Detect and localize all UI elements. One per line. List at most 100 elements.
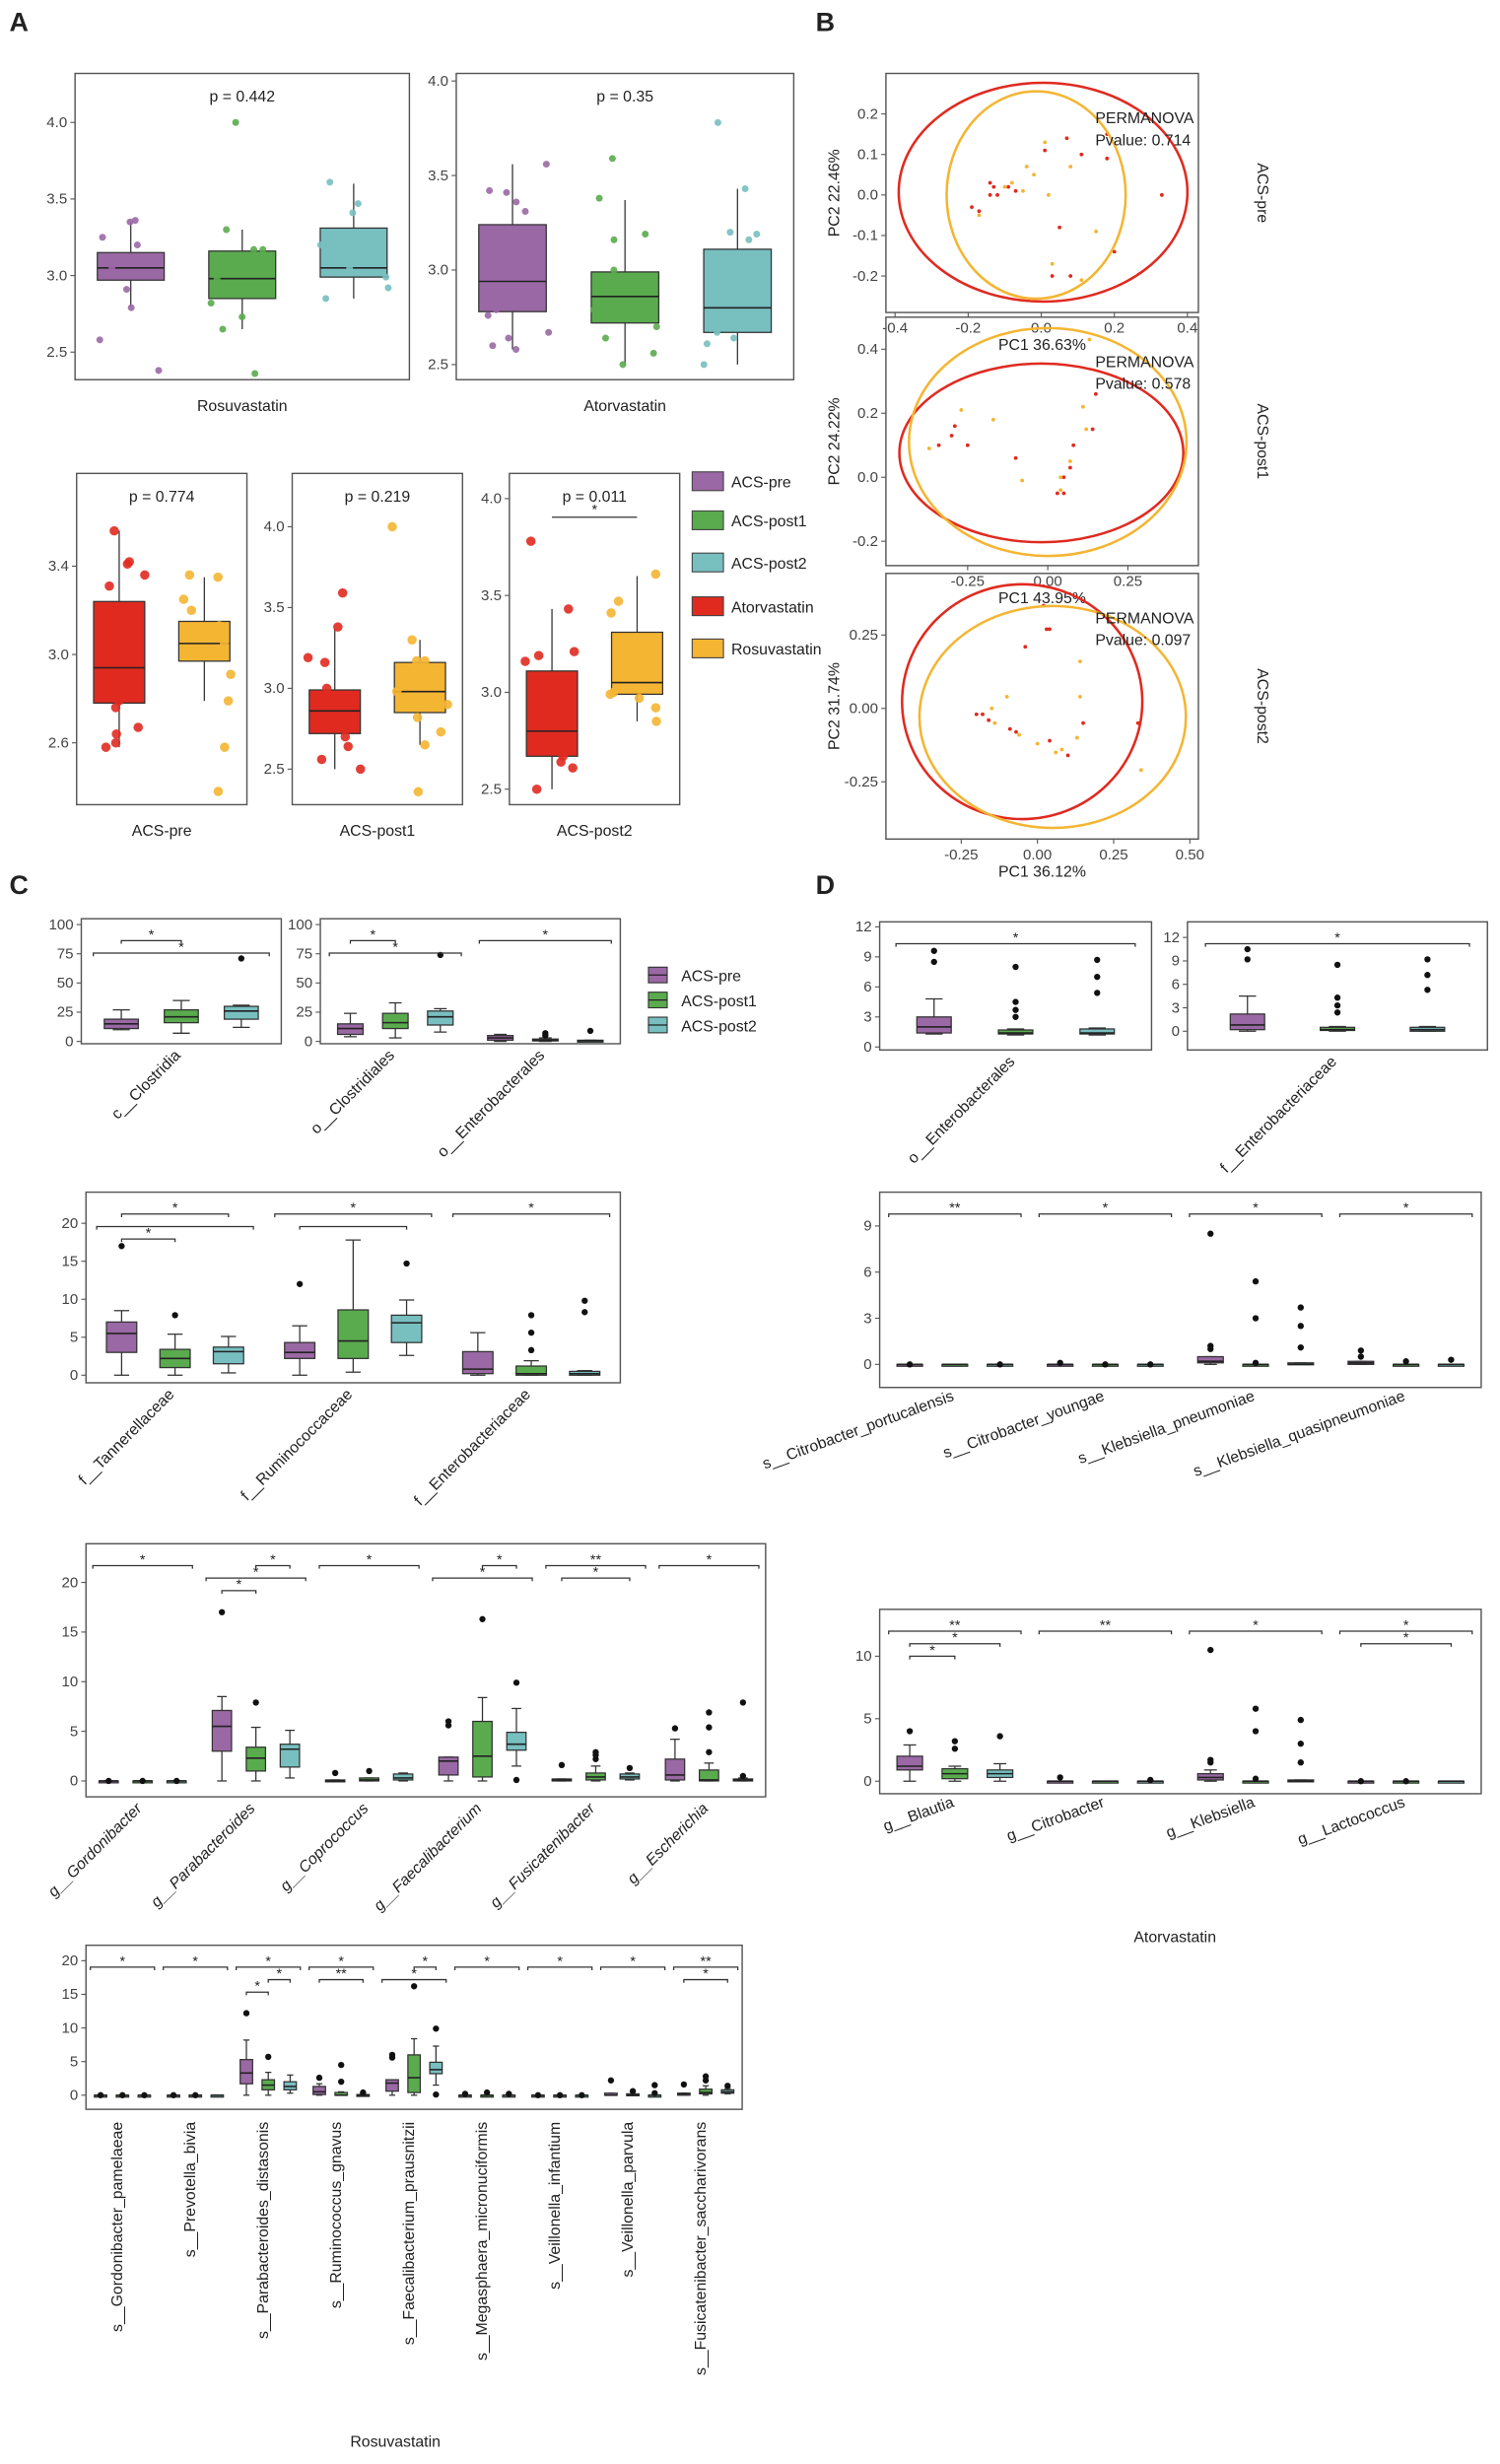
y-tick-label: 3 — [863, 1310, 871, 1327]
box-pre — [896, 1744, 923, 1782]
point-atorvastatin — [1105, 156, 1110, 161]
y-tick-label: 0.0 — [857, 469, 878, 486]
outlier-point — [1012, 1013, 1019, 1020]
significance-bracket — [1189, 1213, 1323, 1217]
box-post1 — [164, 999, 199, 1034]
data-point — [512, 346, 520, 354]
y-tick-label: 0.4 — [857, 341, 878, 358]
x-tick-label: 0.2 — [1104, 320, 1125, 337]
point-atorvastatin — [1068, 465, 1072, 470]
significance-bracket — [672, 1966, 739, 1971]
outlier-point — [139, 1777, 146, 1785]
category-label: s__Gordonibacter_pamelaeae — [109, 2122, 126, 2332]
significance-label: * — [119, 1953, 125, 1969]
box-iqr — [461, 1350, 494, 1375]
y-tick-label: 0.2 — [857, 405, 878, 422]
data-point — [382, 273, 390, 281]
point-atorvastatin — [1055, 491, 1059, 496]
significance-label: * — [1403, 1617, 1409, 1633]
box-post2 — [1287, 1779, 1315, 1783]
data-point — [527, 703, 538, 713]
legend-label: ACS-post1 — [681, 993, 757, 1010]
significance-label: * — [392, 939, 398, 955]
box-pre — [438, 1756, 459, 1782]
data-point — [239, 313, 246, 321]
data-point — [316, 241, 324, 248]
outlier-point — [444, 1718, 452, 1725]
significance-label: ** — [701, 1953, 713, 1969]
C5-frame — [85, 1944, 743, 2110]
point-atorvastatin — [1135, 720, 1140, 725]
data-point — [99, 234, 106, 241]
outlier-point — [1297, 1323, 1304, 1330]
box-post2 — [577, 1039, 604, 1043]
outlier-point — [192, 2091, 199, 2098]
box-iqr — [590, 271, 660, 324]
data-point — [700, 361, 708, 369]
p-value-label: p = 0.011 — [563, 489, 628, 506]
significance-bracket — [96, 1225, 254, 1230]
point-atorvastatin — [1013, 455, 1018, 460]
B3-frame — [885, 573, 1199, 841]
box-post2 — [703, 188, 773, 365]
outlier-point — [1448, 1356, 1455, 1363]
outlier-point — [1402, 1778, 1409, 1785]
ellipse-rosuvastatin — [945, 90, 1127, 301]
box-iqr — [506, 1731, 527, 1751]
box-post1 — [334, 2090, 349, 2096]
box-pre — [461, 1332, 494, 1376]
outlier-point — [1357, 1778, 1365, 1785]
y-axis-label: PC2 31.74% — [826, 662, 843, 750]
data-point — [542, 161, 550, 169]
outlier-point — [170, 2091, 177, 2098]
significance-bracket — [1204, 942, 1470, 947]
outlier-point — [1252, 1728, 1260, 1735]
data-point — [520, 656, 530, 666]
x-axis-label: ACS-pre — [132, 823, 192, 840]
y-tick-label: 20 — [62, 1952, 79, 1969]
data-point — [707, 324, 715, 332]
box-post2 — [619, 1772, 641, 1781]
p-value-label: p = 0.35 — [596, 89, 653, 105]
significance-bracket — [267, 1978, 292, 1983]
data-point — [443, 700, 452, 710]
box-post1 — [1319, 1025, 1356, 1032]
C3-frame — [85, 1191, 622, 1384]
ellipse-rosuvastatin — [908, 326, 1189, 558]
significance-label: * — [178, 939, 184, 955]
outlier-point — [1207, 1756, 1214, 1763]
outlier-point — [951, 1738, 959, 1745]
box-post1 — [407, 2037, 422, 2096]
point-rosuvastatin — [1054, 750, 1058, 755]
point-atorvastatin — [988, 180, 992, 185]
outlier-point — [119, 2091, 126, 2098]
outlier-point — [626, 1764, 634, 1772]
box-iqr — [610, 631, 664, 696]
significance-label: * — [172, 1200, 178, 1216]
outlier-point — [724, 2083, 731, 2089]
box-pre — [336, 1012, 365, 1038]
box-post1 — [337, 1239, 370, 1373]
point-atorvastatin — [936, 443, 941, 447]
box-iqr — [916, 1016, 952, 1034]
significance-bracket — [328, 952, 462, 957]
outlier-point — [1297, 1741, 1304, 1747]
outlier-point — [1094, 974, 1101, 981]
y-tick-label: 100 — [48, 917, 73, 933]
point-rosuvastatin — [1068, 459, 1072, 463]
category-label: s__Veillonella_parvula — [620, 2122, 637, 2278]
significance-label: * — [1253, 1617, 1259, 1633]
x-axis-label: PC1 36.63% — [998, 337, 1086, 354]
point-atorvastatin — [988, 192, 992, 197]
box-iqr — [223, 1005, 259, 1020]
data-point — [213, 572, 223, 582]
point-atorvastatin — [952, 424, 957, 429]
point-atorvastatin — [1007, 726, 1012, 731]
data-point — [568, 763, 578, 773]
significance-label: ** — [949, 1200, 961, 1216]
significance-label: * — [557, 1953, 563, 1969]
outlier-point — [930, 947, 937, 954]
y-tick-label: 2.5 — [481, 781, 502, 797]
significance-bracket — [120, 1238, 176, 1243]
